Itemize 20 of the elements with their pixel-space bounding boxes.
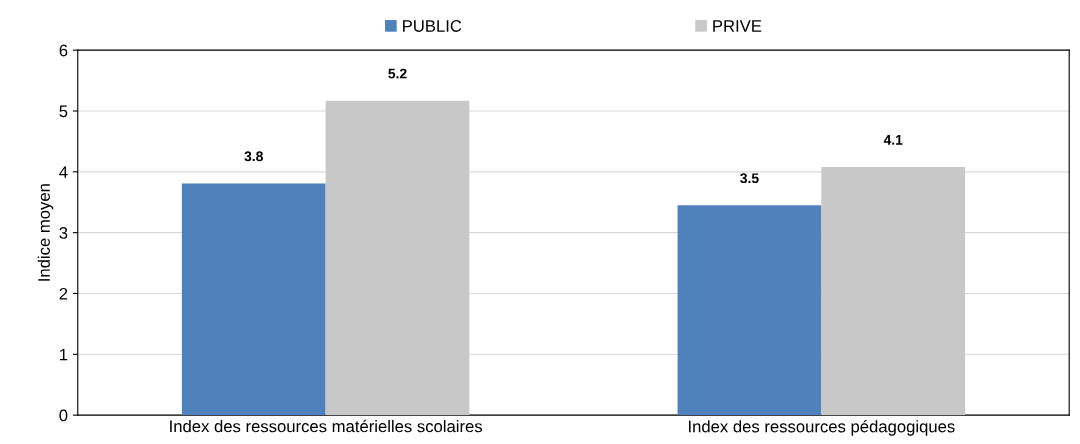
bar xyxy=(821,166,966,416)
legend-label: PRIVE xyxy=(713,20,762,32)
y-tick-label: 2 xyxy=(59,287,68,300)
y-tick-label: 0 xyxy=(59,409,68,422)
data-label: 4.1 xyxy=(883,135,903,145)
x-tick-label: Index des ressources pédagogiques xyxy=(689,420,955,436)
x-tick-label: Index des ressources matérielles scolaires xyxy=(170,419,483,433)
data-label: 3.5 xyxy=(740,173,759,184)
y-tick-label: 4 xyxy=(59,166,68,178)
bar xyxy=(181,183,326,416)
y-tick-label: 6 xyxy=(59,44,68,57)
y-tick-label: 5 xyxy=(59,105,68,118)
bar xyxy=(325,100,470,416)
y-tick-label: 3 xyxy=(59,227,68,239)
y-tick-label: 1 xyxy=(60,348,68,361)
data-label: 5.2 xyxy=(388,68,407,79)
bar xyxy=(677,205,822,416)
data-label: 3.8 xyxy=(244,151,263,162)
legend-label: PUBLIC xyxy=(403,20,462,32)
y-axis-title: Indice moyen xyxy=(37,184,54,281)
